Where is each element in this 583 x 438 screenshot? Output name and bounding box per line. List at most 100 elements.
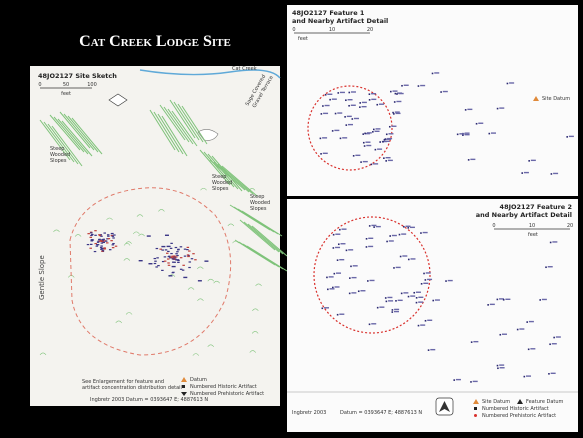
- artifact-tag: [324, 307, 329, 308]
- artifact: [87, 244, 90, 245]
- artifact: [184, 249, 187, 250]
- artifact-tag: [375, 128, 380, 129]
- artifact: [103, 232, 106, 233]
- artifact: [89, 248, 92, 249]
- artifact: [187, 247, 190, 248]
- artifact-point: [524, 376, 526, 378]
- artifact: [186, 249, 189, 250]
- artifact-tag: [416, 292, 421, 293]
- artifact: [173, 255, 176, 256]
- artifact-tag: [385, 141, 390, 142]
- artifact: [170, 243, 173, 244]
- artifact: [172, 258, 175, 259]
- artifact-point: [497, 299, 499, 301]
- artifact-point: [445, 280, 447, 282]
- artifact-tag: [387, 297, 392, 298]
- artifact-tag: [342, 228, 347, 229]
- artifact-tag: [368, 246, 373, 247]
- artifact-point: [416, 302, 418, 304]
- artifact: [100, 236, 103, 237]
- artifact-tag: [373, 163, 378, 164]
- scale-label: 100: [87, 82, 97, 88]
- artifact: [104, 248, 107, 249]
- artifact: [112, 237, 115, 238]
- artifact-point: [348, 92, 350, 94]
- artifact-tag: [418, 297, 423, 298]
- artifact-tag: [548, 266, 553, 267]
- artifact-tag: [330, 288, 335, 289]
- artifact-tag: [352, 277, 357, 278]
- artifact: [189, 261, 192, 262]
- artifact: [182, 265, 185, 266]
- artifact-point: [327, 289, 329, 291]
- artifact-tag: [402, 255, 407, 256]
- artifact-point: [367, 280, 369, 282]
- artifact-tag: [335, 247, 340, 248]
- artifact-tag: [340, 243, 345, 244]
- artifact-point: [379, 141, 381, 143]
- artifact: [90, 235, 93, 236]
- artifact: [111, 233, 114, 234]
- artifact-tag: [435, 299, 440, 300]
- artifact: [167, 246, 171, 247]
- artifact-tag: [470, 159, 475, 160]
- artifact: [167, 251, 170, 252]
- artifact-point: [386, 301, 388, 303]
- artifact: [139, 260, 143, 261]
- artifact-point: [488, 133, 490, 135]
- artifact-point: [385, 160, 387, 162]
- artifact-point: [517, 329, 519, 331]
- artifact-point: [425, 320, 427, 322]
- artifact-point: [401, 293, 403, 295]
- artifact-point: [468, 159, 470, 161]
- artifact-point: [348, 105, 350, 107]
- artifact-tag: [379, 306, 384, 307]
- artifact: [154, 261, 157, 262]
- artifact: [91, 239, 94, 240]
- artifact: [94, 235, 97, 236]
- artifact-point: [453, 379, 455, 381]
- artifact-tag: [423, 283, 428, 284]
- panel: [30, 66, 280, 406]
- legend-item: Feature Datum: [526, 399, 564, 405]
- artifact-point: [553, 337, 555, 339]
- artifact-tag: [456, 379, 461, 380]
- artifact: [109, 249, 112, 250]
- artifact-tag: [465, 134, 470, 135]
- artifact-point: [539, 299, 541, 301]
- scale-label: 0: [292, 27, 295, 33]
- artifact: [176, 251, 179, 252]
- artifact-point: [364, 133, 366, 135]
- note: artifact concentration distribution deta…: [82, 385, 182, 391]
- artifact: [90, 237, 93, 238]
- artifact-point: [395, 300, 397, 302]
- artifact-point: [371, 164, 373, 166]
- artifact-point: [408, 296, 410, 298]
- artifact: [97, 242, 100, 243]
- legend-icon: [182, 385, 185, 388]
- scale-unit: feet: [298, 36, 308, 42]
- artifact-tag: [363, 161, 368, 162]
- artifact-point: [503, 299, 505, 301]
- artifact: [154, 258, 157, 259]
- artifact-point: [423, 273, 425, 275]
- artifact-point: [394, 101, 396, 103]
- artifact: [194, 259, 197, 260]
- artifact: [188, 267, 191, 268]
- artifact-point: [332, 287, 334, 289]
- artifact-tag: [389, 240, 394, 241]
- artifact-tag: [569, 136, 574, 137]
- credit: Ingbretr 2003 Datum = 0393647 E; 4887613…: [90, 397, 208, 403]
- artifact-tag: [467, 109, 472, 110]
- artifact-point: [386, 133, 388, 135]
- artifact-point: [321, 113, 323, 115]
- artifact: [90, 244, 93, 245]
- scale-label: 20: [367, 27, 373, 33]
- artifact: [172, 262, 175, 263]
- artifact-point: [548, 373, 550, 375]
- legend-item: Numbered Historic Artifact: [190, 384, 257, 390]
- artifact-point: [385, 297, 387, 299]
- artifact-tag: [443, 91, 448, 92]
- artifact: [113, 234, 116, 235]
- artifact-tag: [388, 300, 393, 301]
